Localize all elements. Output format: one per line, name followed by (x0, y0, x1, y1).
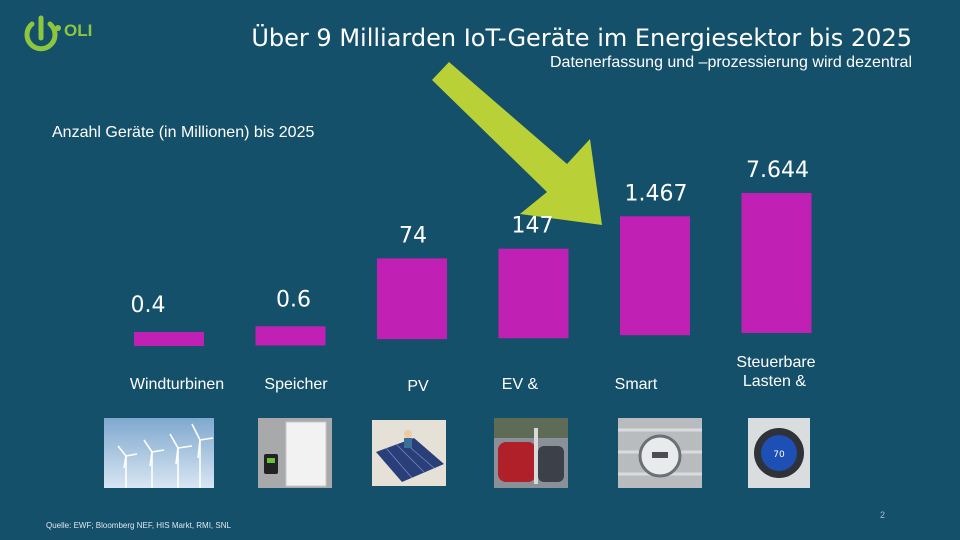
category-label-4: Smart (615, 376, 658, 393)
wind-turbines-photo (104, 418, 214, 488)
bar-0 (134, 332, 204, 346)
battery-storage-photo (258, 418, 332, 488)
oli-logo: OLI (24, 15, 92, 52)
bar-3 (498, 248, 569, 339)
smart-thermostat-photo: 70 (748, 418, 810, 488)
bar-1 (255, 326, 326, 346)
value-label-0: 0.4 (131, 293, 166, 318)
value-label-3: 147 (512, 214, 554, 239)
value-label-5: 7.644 (746, 158, 809, 183)
value-label-1: 0.6 (276, 287, 311, 312)
page-subtitle: Datenerfassung und –prozessierung wird d… (550, 54, 912, 71)
category-label-2: PV (407, 378, 429, 395)
category-label-1: Speicher (264, 376, 328, 393)
solar-panels-photo (372, 420, 446, 486)
category-label-5: Steuerbare Lasten & (736, 354, 815, 390)
value-label-2: 74 (399, 223, 427, 248)
category-label-0: Windturbinen (130, 376, 224, 393)
category-label-3: EV & (502, 376, 539, 393)
chart-y-axis-label: Anzahl Geräte (in Millionen) bis 2025 (52, 124, 315, 141)
page-title: Über 9 Milliarden IoT-Geräte im Energies… (251, 24, 912, 52)
page-number: 2 (880, 510, 886, 520)
svg-text:70: 70 (773, 450, 785, 460)
electric-car-photo (494, 418, 568, 488)
logo-text: OLI (64, 21, 92, 40)
smart-meter-photo (618, 418, 702, 488)
bar-2 (377, 258, 447, 340)
bar-5 (741, 193, 812, 333)
value-label-4: 1.467 (625, 181, 688, 206)
bar-4 (620, 216, 690, 336)
source-note: Quelle: EWF; Bloomberg NEF, HIS Markt, R… (46, 521, 231, 530)
